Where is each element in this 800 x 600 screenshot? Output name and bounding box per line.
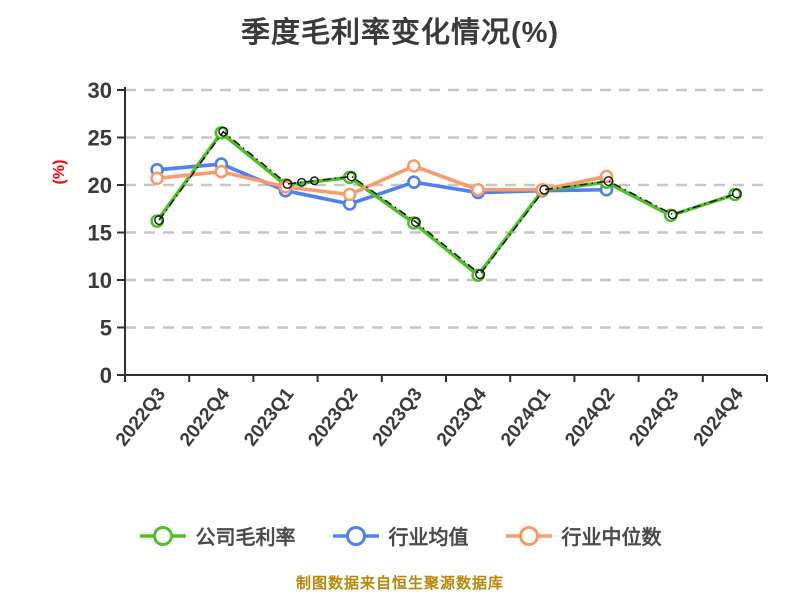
legend-item-company-gross-margin: 公司毛利率: [139, 521, 296, 550]
y-tick-label-30: 30: [88, 78, 112, 103]
legend-label-industry-average: 行业均值: [388, 527, 469, 549]
legend-item-industry-median: 行业中位数: [505, 521, 662, 550]
data-point-industry-average-4: [407, 175, 421, 189]
x-tick-label-2024Q1: 2024Q1: [497, 384, 555, 451]
data-point-industry-median-7: [599, 169, 614, 184]
overlay-extra-ring-1: [309, 176, 319, 186]
y-tick-label-15: 15: [88, 221, 112, 246]
x-tick-label-2024Q4: 2024Q4: [690, 384, 748, 451]
data-point-industry-median-3: [342, 187, 357, 202]
legend-item-industry-average: 行业均值: [332, 521, 469, 550]
x-tick-label-2022Q3: 2022Q3: [112, 384, 170, 450]
overlay-ring-5: [475, 269, 486, 280]
data-source-note: 制图数据来自恒生聚源数据库: [295, 575, 504, 592]
overlay-ring-1: [218, 126, 229, 137]
legend-label-company: 公司毛利率: [195, 527, 296, 549]
legend-swatch-part: [152, 525, 173, 546]
overlay-ring-0: [154, 215, 165, 226]
y-tick-label-10: 10: [88, 268, 112, 293]
x-tick-label-2023Q1: 2023Q1: [240, 384, 298, 451]
overlay-extra-ring-0: [297, 177, 307, 187]
data-point-industry-median-0: [150, 171, 164, 186]
legend-swatch-part: [518, 525, 539, 546]
data-point-industry-median-4: [407, 159, 421, 173]
overlay-dashdot-line: [158, 130, 738, 276]
chart-legend: 公司毛利率 行业均值 行业中位数: [0, 521, 800, 550]
x-tick-label-2023Q2: 2023Q2: [304, 384, 362, 450]
y-tick-label-5: 5: [100, 316, 112, 341]
legend-swatch-green-line-icon: [139, 525, 186, 546]
overlay-ring-7: [603, 176, 614, 187]
overlay-ring-8: [667, 209, 678, 220]
series-line-industry-median: [156, 164, 607, 197]
x-tick-label-2024Q3: 2024Q3: [625, 384, 683, 450]
x-tick-label-2024Q2: 2024Q2: [561, 384, 619, 450]
legend-swatch-orange-line-icon: [505, 525, 552, 546]
overlay-ring-6: [539, 184, 550, 195]
overlay-ring-4: [410, 216, 421, 227]
data-point-industry-median-5: [471, 182, 485, 197]
x-tick-label-2023Q3: 2023Q3: [369, 384, 427, 450]
data-point-company-gross-margin-9: [728, 187, 742, 202]
legend-swatch-blue-line-icon: [332, 525, 379, 546]
y-tick-label-20: 20: [88, 173, 112, 198]
series-line-company-gross-margin: [155, 130, 736, 278]
legend-label-industry-median: 行业中位数: [561, 527, 662, 549]
chart-title: 季度毛利率变化情况(%): [240, 17, 560, 49]
overlay-ring-3: [346, 171, 357, 182]
y-axis-unit-label: (%): [51, 160, 68, 185]
x-tick-label-2022Q4: 2022Q4: [176, 384, 234, 451]
data-point-industry-median-1: [214, 164, 229, 179]
y-tick-label-0: 0: [100, 363, 112, 388]
x-tick-label-2023Q4: 2023Q4: [433, 384, 491, 451]
y-tick-label-25: 25: [88, 126, 112, 151]
overlay-ring-2: [282, 178, 293, 189]
overlay-ring-9: [731, 188, 742, 199]
legend-swatch-part: [345, 525, 366, 546]
